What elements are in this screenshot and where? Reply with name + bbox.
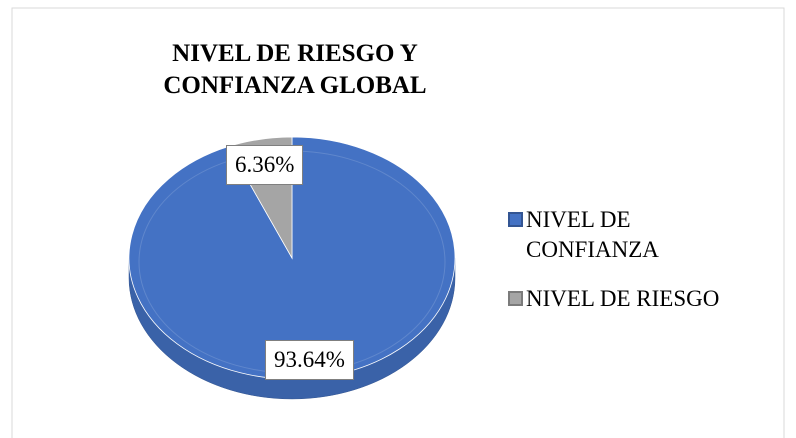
chart-title: NIVEL DE RIESGO Y CONFIANZA GLOBAL: [163, 40, 427, 99]
legend-label: NIVEL DE RIESGO: [526, 286, 720, 311]
legend-label: NIVEL DE CONFIANZA: [526, 207, 659, 262]
value-label: 6.36%: [226, 145, 304, 185]
legend-item: NIVEL DE RIESGO: [508, 284, 776, 314]
legend-swatch: [508, 212, 523, 227]
value-label: 93.64%: [265, 340, 354, 380]
legend-item: NIVEL DE CONFIANZA: [508, 205, 706, 265]
legend-swatch: [508, 291, 523, 306]
chart-frame: [11, 7, 785, 438]
